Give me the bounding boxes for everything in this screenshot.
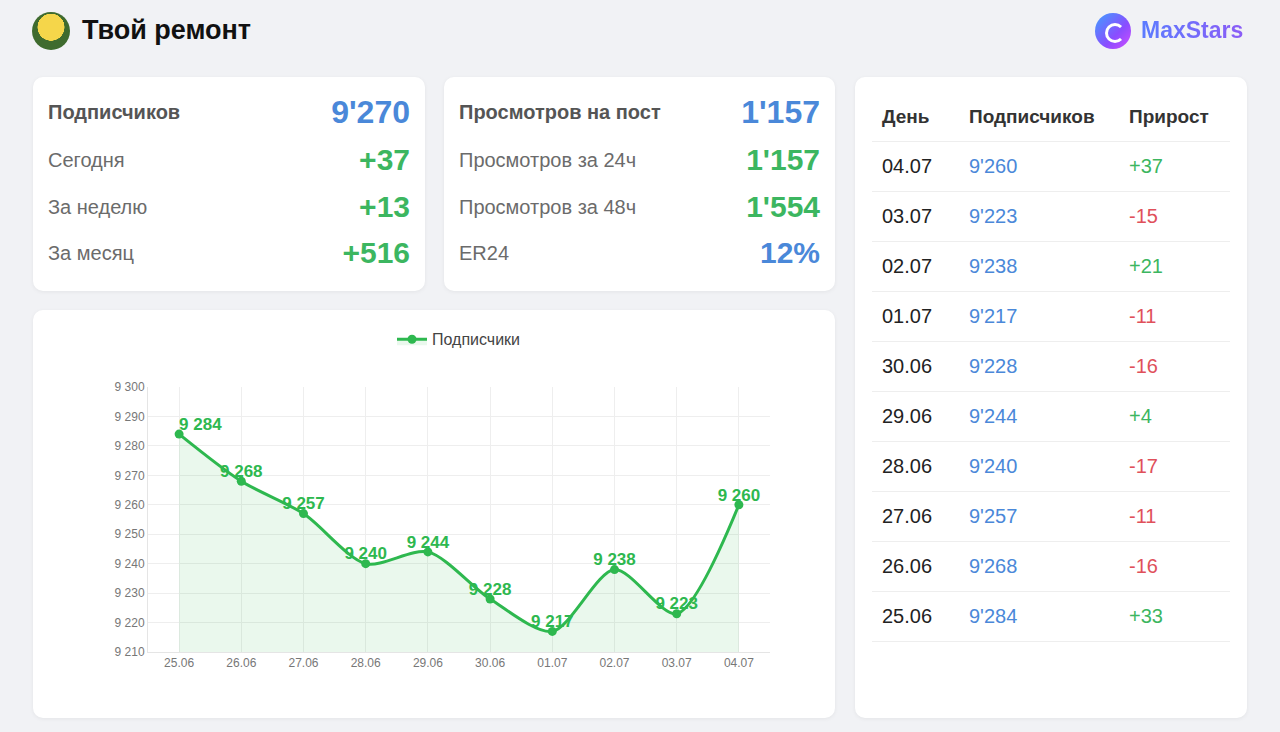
html-text:День: День xyxy=(882,106,930,127)
svg-text:25.06: 25.06 xyxy=(164,656,194,670)
html-text:Твой ремонт: Твой ремонт xyxy=(82,15,252,45)
html-text:01.07: 01.07 xyxy=(882,305,933,327)
svg-text:9 240: 9 240 xyxy=(344,544,387,563)
svg-text:9 210: 9 210 xyxy=(115,645,145,659)
svg-text:30.06: 30.06 xyxy=(475,656,505,670)
html-text:12%: 12% xyxy=(760,236,820,269)
html-text:28.06: 28.06 xyxy=(882,455,933,477)
html-text:За месяц: За месяц xyxy=(48,241,134,264)
svg-text:29.06: 29.06 xyxy=(413,656,443,670)
svg-text:9 284: 9 284 xyxy=(179,415,222,434)
html-text:9'260: 9'260 xyxy=(969,155,1018,177)
svg-text:9 260: 9 260 xyxy=(718,486,761,505)
svg-text:01.07: 01.07 xyxy=(537,656,567,670)
svg-text:03.07: 03.07 xyxy=(662,656,692,670)
svg-text:9 217: 9 217 xyxy=(531,612,574,631)
html-text:03.07: 03.07 xyxy=(882,205,933,227)
html-text:27.06: 27.06 xyxy=(882,505,933,527)
html-text:25.06: 25.06 xyxy=(882,605,933,627)
html-text:9'244: 9'244 xyxy=(969,405,1018,427)
html-text:-17: -17 xyxy=(1129,455,1158,477)
html-text:-15: -15 xyxy=(1129,205,1158,227)
html-text:1'157: 1'157 xyxy=(741,93,820,130)
html-text:-11: -11 xyxy=(1129,505,1157,527)
svg-text:02.07: 02.07 xyxy=(599,656,629,670)
html-text:26.06: 26.06 xyxy=(882,555,933,577)
svg-text:9 220: 9 220 xyxy=(115,616,145,630)
svg-text:9 250: 9 250 xyxy=(115,527,145,541)
html-text:-16: -16 xyxy=(1129,555,1158,577)
svg-text:9 244: 9 244 xyxy=(407,533,450,552)
html-text:9'238: 9'238 xyxy=(969,255,1018,277)
svg-text:9 230: 9 230 xyxy=(115,586,145,600)
svg-text:9 270: 9 270 xyxy=(115,469,145,483)
html-text:Просмотров за 48ч: Просмотров за 48ч xyxy=(459,195,637,218)
svg-text:9 268: 9 268 xyxy=(220,462,263,481)
svg-text:28.06: 28.06 xyxy=(351,656,381,670)
html-text:ER24: ER24 xyxy=(459,241,509,264)
html-text:29.06: 29.06 xyxy=(882,405,933,427)
html-text:9'284: 9'284 xyxy=(969,605,1018,627)
svg-text:9 290: 9 290 xyxy=(115,410,145,424)
svg-text:9 238: 9 238 xyxy=(593,550,636,569)
html-text:1'554: 1'554 xyxy=(746,190,820,223)
svg-text:9 260: 9 260 xyxy=(115,498,145,512)
html-text:30.06: 30.06 xyxy=(882,355,933,377)
html-text:9'217: 9'217 xyxy=(969,305,1018,327)
svg-text:Подписчики: Подписчики xyxy=(432,331,520,348)
html-text:-11: -11 xyxy=(1129,305,1157,327)
html-text:+516: +516 xyxy=(342,236,410,269)
html-text:+33: +33 xyxy=(1129,605,1163,627)
html-text:За неделю: За неделю xyxy=(48,195,148,218)
svg-text:27.06: 27.06 xyxy=(288,656,318,670)
html-text:04.07: 04.07 xyxy=(882,155,933,177)
html-text:Подписчиков: Подписчиков xyxy=(48,100,181,123)
html-text:Сегодня: Сегодня xyxy=(48,148,125,171)
html-text:9'257: 9'257 xyxy=(969,505,1018,527)
svg-text:9 300: 9 300 xyxy=(115,380,145,394)
html-text:MaxStars: MaxStars xyxy=(1141,17,1244,43)
html-text:Просмотров на пост: Просмотров на пост xyxy=(459,100,661,123)
html-text:+37: +37 xyxy=(1129,155,1163,177)
html-text:02.07: 02.07 xyxy=(882,255,933,277)
html-text:1'157: 1'157 xyxy=(746,143,820,176)
svg-text:9 223: 9 223 xyxy=(655,594,698,613)
html-text:Подписчиков: Подписчиков xyxy=(969,106,1095,127)
html-text:+4: +4 xyxy=(1129,405,1152,427)
svg-text:9 280: 9 280 xyxy=(115,439,145,453)
svg-text:9 257: 9 257 xyxy=(282,494,325,513)
svg-text:9 240: 9 240 xyxy=(115,557,145,571)
html-text:-16: -16 xyxy=(1129,355,1158,377)
svg-text:26.06: 26.06 xyxy=(226,656,256,670)
html-text:+13: +13 xyxy=(359,190,410,223)
html-text:Просмотров за 24ч: Просмотров за 24ч xyxy=(459,148,637,171)
html-text:+37: +37 xyxy=(359,143,410,176)
html-text:9'270: 9'270 xyxy=(331,93,410,130)
html-text:9'240: 9'240 xyxy=(969,455,1018,477)
html-text:9'228: 9'228 xyxy=(969,355,1018,377)
svg-text:9 228: 9 228 xyxy=(469,580,512,599)
html-text:+21: +21 xyxy=(1129,255,1163,277)
html-text:9'268: 9'268 xyxy=(969,555,1018,577)
html-text:9'223: 9'223 xyxy=(969,205,1018,227)
svg-text:04.07: 04.07 xyxy=(724,656,754,670)
html-text:Прирост: Прирост xyxy=(1129,106,1209,127)
